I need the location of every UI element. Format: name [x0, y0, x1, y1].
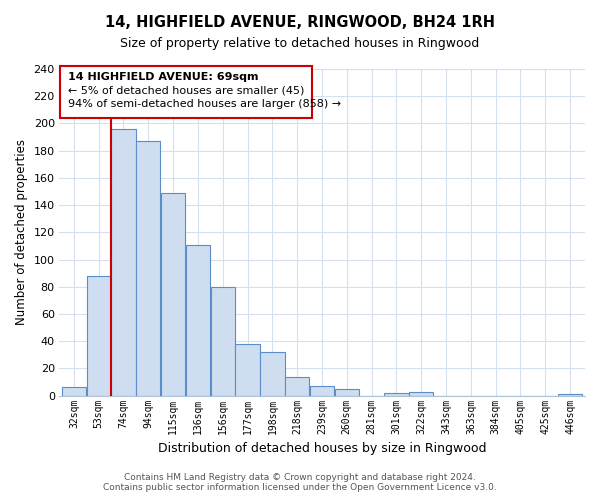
Bar	[558, 394, 582, 396]
Bar	[161, 193, 185, 396]
Text: 94% of semi-detached houses are larger (858) →: 94% of semi-detached houses are larger (…	[68, 99, 341, 109]
Y-axis label: Number of detached properties: Number of detached properties	[15, 140, 28, 326]
Bar	[310, 386, 334, 396]
Bar	[136, 141, 160, 396]
Bar	[409, 392, 433, 396]
Bar	[235, 344, 260, 396]
Text: 14 HIGHFIELD AVENUE: 69sqm: 14 HIGHFIELD AVENUE: 69sqm	[68, 72, 258, 82]
Bar	[384, 393, 409, 396]
Bar	[112, 129, 136, 396]
Bar	[62, 388, 86, 396]
X-axis label: Distribution of detached houses by size in Ringwood: Distribution of detached houses by size …	[158, 442, 486, 455]
Bar	[186, 244, 210, 396]
Bar	[211, 287, 235, 396]
Text: ← 5% of detached houses are smaller (45): ← 5% of detached houses are smaller (45)	[68, 86, 304, 96]
Text: Size of property relative to detached houses in Ringwood: Size of property relative to detached ho…	[121, 38, 479, 51]
Text: 14, HIGHFIELD AVENUE, RINGWOOD, BH24 1RH: 14, HIGHFIELD AVENUE, RINGWOOD, BH24 1RH	[105, 15, 495, 30]
Bar	[285, 376, 310, 396]
Bar	[260, 352, 284, 396]
Bar	[86, 276, 111, 396]
Bar	[335, 389, 359, 396]
FancyBboxPatch shape	[60, 66, 312, 118]
Text: Contains HM Land Registry data © Crown copyright and database right 2024.
Contai: Contains HM Land Registry data © Crown c…	[103, 473, 497, 492]
